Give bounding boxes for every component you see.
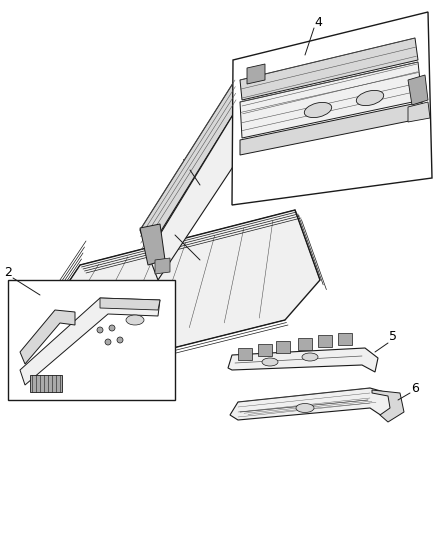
Polygon shape — [247, 64, 265, 84]
Polygon shape — [338, 333, 352, 345]
Text: 4: 4 — [314, 15, 322, 28]
Ellipse shape — [356, 91, 384, 106]
Polygon shape — [155, 258, 170, 274]
Polygon shape — [230, 388, 400, 420]
Text: 3: 3 — [181, 158, 189, 172]
Text: 1: 1 — [166, 223, 174, 237]
Ellipse shape — [262, 358, 278, 366]
Ellipse shape — [304, 102, 332, 118]
Polygon shape — [232, 12, 432, 205]
Polygon shape — [240, 38, 418, 100]
Polygon shape — [20, 310, 75, 364]
Polygon shape — [228, 348, 378, 372]
Polygon shape — [298, 338, 312, 350]
Ellipse shape — [109, 325, 115, 331]
Polygon shape — [318, 335, 332, 347]
Ellipse shape — [97, 327, 103, 333]
Polygon shape — [240, 62, 422, 138]
Ellipse shape — [126, 315, 144, 325]
Polygon shape — [258, 344, 272, 356]
Polygon shape — [20, 298, 160, 385]
Text: 2: 2 — [4, 265, 12, 279]
Text: 5: 5 — [389, 330, 397, 343]
Ellipse shape — [302, 353, 318, 361]
Polygon shape — [100, 298, 160, 310]
Polygon shape — [408, 102, 430, 122]
Polygon shape — [408, 75, 428, 105]
Ellipse shape — [117, 337, 123, 343]
Polygon shape — [140, 80, 242, 252]
Ellipse shape — [105, 339, 111, 345]
Polygon shape — [140, 224, 165, 265]
Polygon shape — [148, 100, 252, 280]
Polygon shape — [240, 102, 424, 155]
Polygon shape — [30, 375, 62, 392]
Polygon shape — [20, 210, 320, 385]
Polygon shape — [238, 348, 252, 360]
Text: 6: 6 — [411, 382, 419, 394]
Polygon shape — [372, 390, 404, 422]
Polygon shape — [8, 280, 175, 400]
Ellipse shape — [296, 403, 314, 413]
Polygon shape — [276, 341, 290, 353]
